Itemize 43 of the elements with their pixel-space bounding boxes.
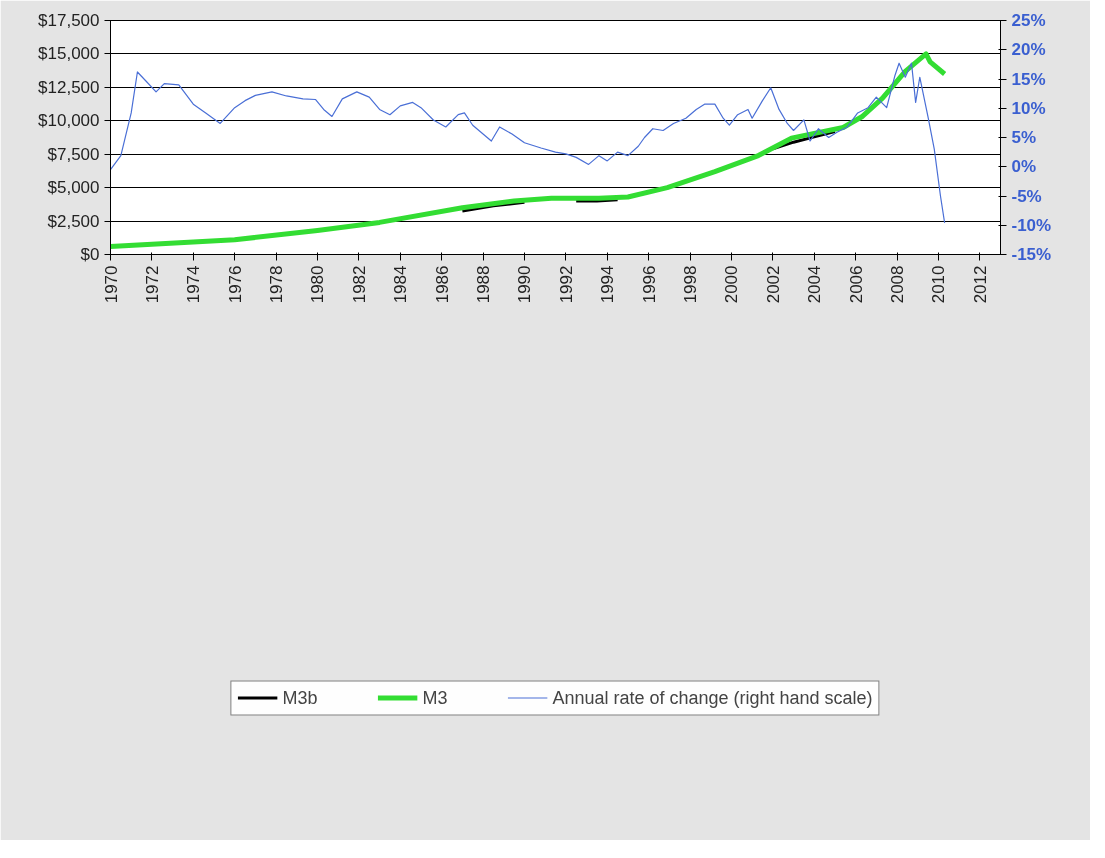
x-tick-label: 1978 <box>267 265 287 304</box>
y-tick-label: $10,000 <box>38 111 100 131</box>
y-tick-label: $7,500 <box>47 144 100 164</box>
legend-label: M3 <box>422 687 448 709</box>
y2-tick-label: 20% <box>1011 40 1046 60</box>
x-tick-label: 1970 <box>101 265 121 304</box>
y2-tick-label: 10% <box>1011 98 1046 118</box>
x-tick-label: 1976 <box>225 265 245 304</box>
x-tick-label: 1988 <box>474 265 494 304</box>
x-tick-label: 1994 <box>598 265 618 304</box>
legend-label: Annual rate of change (right hand scale) <box>552 687 873 709</box>
y-tick-label: $2,500 <box>47 211 100 231</box>
x-tick-label: 1974 <box>184 265 204 304</box>
x-tick-label: 1992 <box>556 265 576 304</box>
x-tick-label: 1972 <box>142 265 162 304</box>
x-tick-label: 1998 <box>681 265 701 304</box>
y-tick-label: $12,500 <box>38 77 100 97</box>
x-tick-label: 1996 <box>639 265 659 304</box>
y2-tick-label: -10% <box>1011 215 1052 235</box>
x-tick-label: 1982 <box>349 265 369 304</box>
x-tick-label: 1984 <box>391 265 411 304</box>
line-series <box>110 62 946 224</box>
x-tick-label: 2004 <box>805 265 825 304</box>
x-tick-label: 2008 <box>888 265 908 304</box>
x-tick-label: 2002 <box>763 265 783 304</box>
x-tick-label: 2012 <box>970 265 990 304</box>
y2-tick-label: 5% <box>1011 128 1037 147</box>
y2-tick-label: -15% <box>1011 245 1052 264</box>
y-tick-label: $17,500 <box>38 11 100 30</box>
y-tick-label: $15,000 <box>38 44 100 64</box>
x-tick-label: 1986 <box>432 265 452 304</box>
y2-tick-label: -5% <box>1011 186 1042 206</box>
x-tick-label: 1980 <box>308 265 328 304</box>
y2-tick-label: 0% <box>1011 157 1037 177</box>
x-tick-label: 1990 <box>515 265 535 304</box>
legend-label: M3b <box>282 687 318 709</box>
y-tick-label: $5,000 <box>47 178 100 198</box>
x-tick-label: 2010 <box>929 265 949 304</box>
x-tick-label: 2000 <box>722 265 742 304</box>
y2-tick-label: 15% <box>1011 69 1046 89</box>
y2-tick-label: 25% <box>1011 11 1046 30</box>
y-tick-label: $0 <box>80 245 100 264</box>
x-tick-label: 2006 <box>846 265 866 304</box>
